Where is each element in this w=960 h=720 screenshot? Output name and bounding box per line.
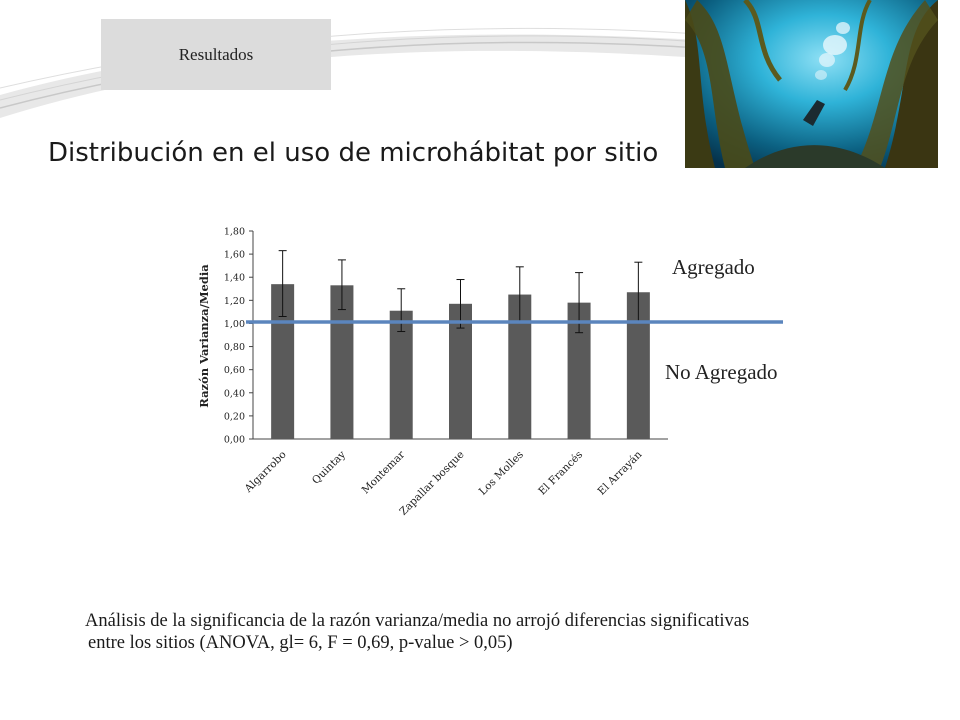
- bar: [449, 303, 472, 439]
- zone-label-aggregated: Agregado: [672, 255, 755, 279]
- y-tick-label: 0,60: [224, 365, 245, 376]
- bar: [389, 310, 413, 439]
- section-tab-label: Resultados: [178, 44, 254, 64]
- y-tick-label: 1,40: [224, 273, 245, 284]
- bar: [567, 302, 591, 439]
- x-tick-label: Algarrobo: [242, 449, 289, 496]
- slide-title: Distribución en el uso de microhábitat p…: [48, 138, 659, 168]
- y-axis-title: Razón Varianza/Media: [197, 264, 211, 408]
- anova-note-line-2: entre los sitios (ANOVA, gl= 6, F = 0,69…: [88, 633, 513, 653]
- x-tick-label: El Francés: [536, 449, 585, 498]
- y-tick-label: 1,00: [224, 319, 245, 330]
- y-tick-label: 0,40: [224, 388, 245, 399]
- y-axis: 0,00 0,20 0,40 0,60 0,80 1,00 1,20 1,40 1,60 1,80: [224, 227, 668, 446]
- anova-note-line-1: Análisis de la significancia de la razón…: [85, 611, 750, 631]
- x-tick-label: El Arrayán: [596, 448, 645, 497]
- anova-note: Análisis de la significancia de la razón…: [85, 610, 915, 654]
- section-tab: Resultados: [101, 19, 331, 90]
- x-tick-label: Quintay: [310, 449, 348, 487]
- y-tick-label: 1,60: [224, 250, 245, 261]
- variance-mean-bar-chart: 0,00 0,20 0,40 0,60 0,80 1,00 1,20 1,40 1,60 1,80…: [197, 227, 783, 518]
- zone-label-not-aggregated: No Agregado: [665, 360, 778, 384]
- x-tick-label: Los Molles: [477, 449, 526, 498]
- error-bars: [278, 250, 643, 334]
- bar: [626, 292, 650, 439]
- y-tick-label: 0,00: [224, 435, 245, 446]
- bar: [330, 285, 354, 439]
- y-tick-label: 1,20: [224, 296, 245, 307]
- y-tick-label: 0,20: [224, 411, 245, 422]
- bar: [508, 294, 532, 439]
- kelp-forest-diver-photo: [685, 0, 938, 168]
- y-tick-label: 0,80: [224, 342, 245, 353]
- y-tick-label: 1,80: [224, 227, 245, 238]
- x-tick-label: Zapallar bosque: [397, 449, 466, 518]
- x-tick-label: Montemar: [360, 448, 408, 496]
